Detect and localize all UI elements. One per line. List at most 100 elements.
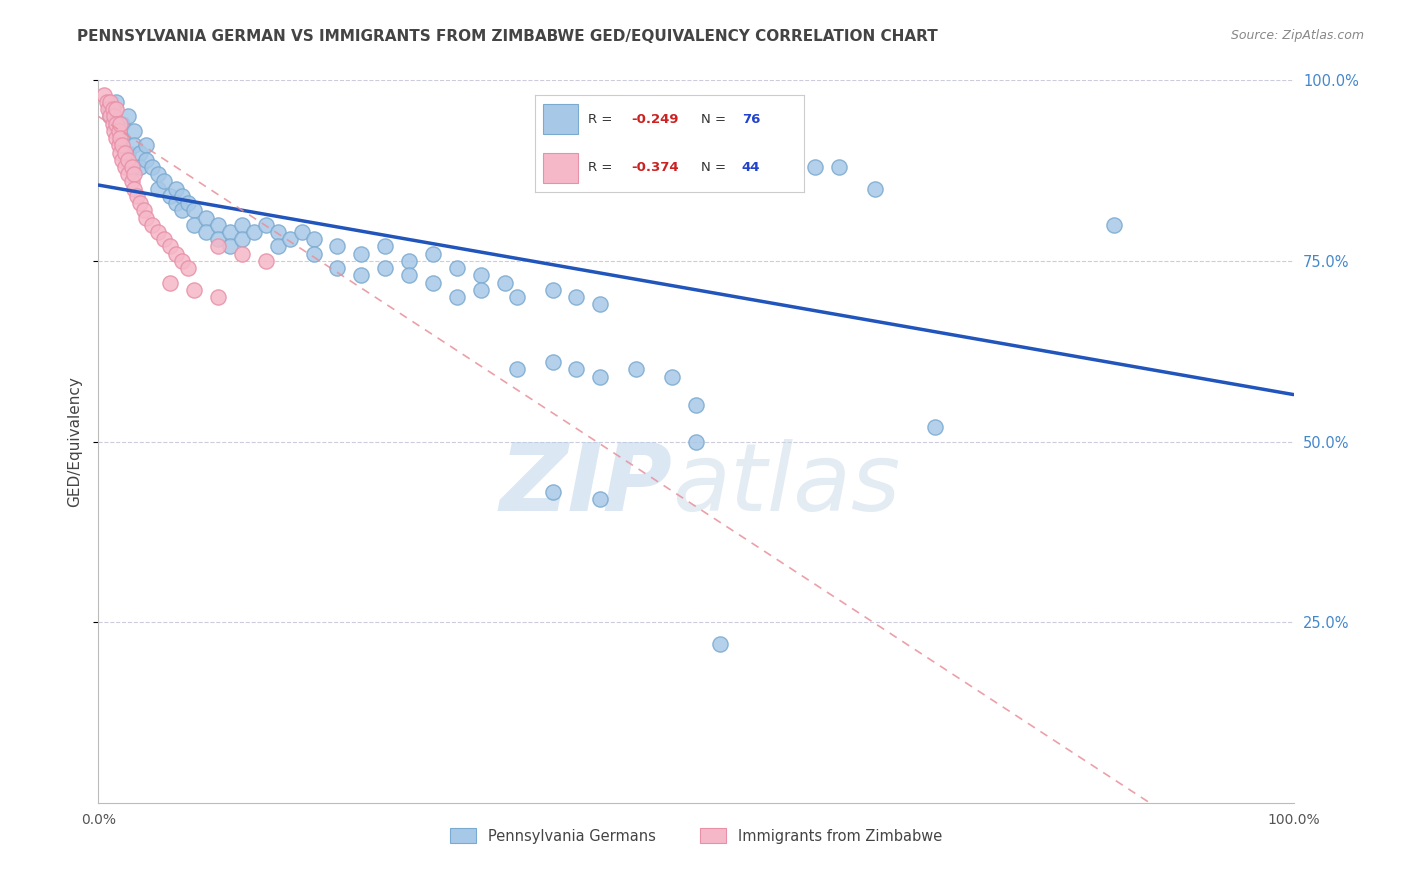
Point — [121, 174, 143, 188]
Point — [96, 95, 118, 109]
Point — [159, 276, 181, 290]
Point — [183, 203, 205, 218]
Point — [101, 102, 124, 116]
Y-axis label: GED/Equivalency: GED/Equivalency — [67, 376, 83, 507]
Point — [661, 369, 683, 384]
Point — [565, 362, 588, 376]
Point — [111, 138, 134, 153]
Point — [105, 102, 128, 116]
Point — [541, 485, 564, 500]
Point — [685, 398, 707, 412]
Point — [108, 117, 131, 131]
Point — [685, 434, 707, 449]
Point — [121, 160, 143, 174]
Point — [195, 225, 218, 239]
Point — [103, 110, 125, 124]
Point — [135, 138, 157, 153]
Text: Source: ZipAtlas.com: Source: ZipAtlas.com — [1230, 29, 1364, 42]
Point — [231, 232, 253, 246]
Point — [135, 153, 157, 167]
Point — [107, 138, 129, 153]
Point — [108, 131, 131, 145]
Point — [177, 196, 200, 211]
Point — [470, 283, 492, 297]
Point — [326, 261, 349, 276]
Point — [1104, 218, 1126, 232]
Text: atlas: atlas — [672, 440, 900, 531]
Point — [165, 182, 187, 196]
Text: ZIP: ZIP — [499, 439, 672, 531]
Point — [177, 261, 200, 276]
Point — [172, 189, 194, 203]
Point — [231, 218, 253, 232]
Point — [231, 246, 253, 260]
Point — [165, 196, 187, 211]
Point — [267, 239, 290, 253]
Point — [105, 131, 128, 145]
Point — [135, 211, 157, 225]
Point — [98, 110, 122, 124]
Point — [183, 283, 205, 297]
Point — [148, 167, 170, 181]
Point — [207, 232, 229, 246]
Point — [565, 290, 588, 304]
Point — [98, 110, 122, 124]
Point — [374, 261, 396, 276]
Point — [98, 95, 122, 109]
Point — [709, 637, 731, 651]
Point — [114, 160, 136, 174]
Point — [350, 268, 373, 283]
Point — [124, 167, 146, 181]
Point — [124, 124, 146, 138]
Point — [125, 189, 148, 203]
Point — [398, 268, 420, 283]
Point — [219, 225, 242, 239]
Point — [506, 362, 529, 376]
Point — [326, 239, 349, 253]
Point — [103, 124, 125, 138]
Legend: Pennsylvania Germans, Immigrants from Zimbabwe: Pennsylvania Germans, Immigrants from Zi… — [444, 822, 948, 850]
Point — [207, 239, 229, 253]
Point — [111, 131, 134, 145]
Point — [422, 276, 444, 290]
Point — [153, 232, 176, 246]
Point — [589, 369, 612, 384]
Point — [141, 160, 163, 174]
Point — [124, 182, 146, 196]
Point — [165, 246, 187, 260]
Point — [111, 153, 134, 167]
Point — [141, 218, 163, 232]
Point — [207, 290, 229, 304]
Point — [506, 290, 529, 304]
Point — [589, 492, 612, 507]
Point — [111, 117, 134, 131]
Point — [148, 182, 170, 196]
Point — [159, 239, 181, 253]
Point — [291, 225, 314, 239]
Point — [105, 117, 128, 131]
Point — [278, 232, 301, 246]
Point — [159, 189, 181, 203]
Point — [117, 153, 139, 167]
Point — [148, 225, 170, 239]
Point — [446, 261, 468, 276]
Point — [254, 218, 277, 232]
Point — [107, 124, 129, 138]
Point — [129, 196, 152, 211]
Point — [541, 355, 564, 369]
Point — [117, 167, 139, 181]
Point — [589, 297, 612, 311]
Text: PENNSYLVANIA GERMAN VS IMMIGRANTS FROM ZIMBABWE GED/EQUIVALENCY CORRELATION CHAR: PENNSYLVANIA GERMAN VS IMMIGRANTS FROM Z… — [77, 29, 938, 44]
Point — [114, 145, 136, 160]
Point — [172, 203, 194, 218]
Point — [207, 218, 229, 232]
Point — [98, 102, 122, 116]
Point — [153, 174, 176, 188]
Point — [302, 232, 325, 246]
Point — [470, 268, 492, 283]
Point — [132, 203, 155, 218]
Point — [124, 138, 146, 153]
Point — [254, 253, 277, 268]
Point — [446, 290, 468, 304]
Point — [93, 87, 115, 102]
